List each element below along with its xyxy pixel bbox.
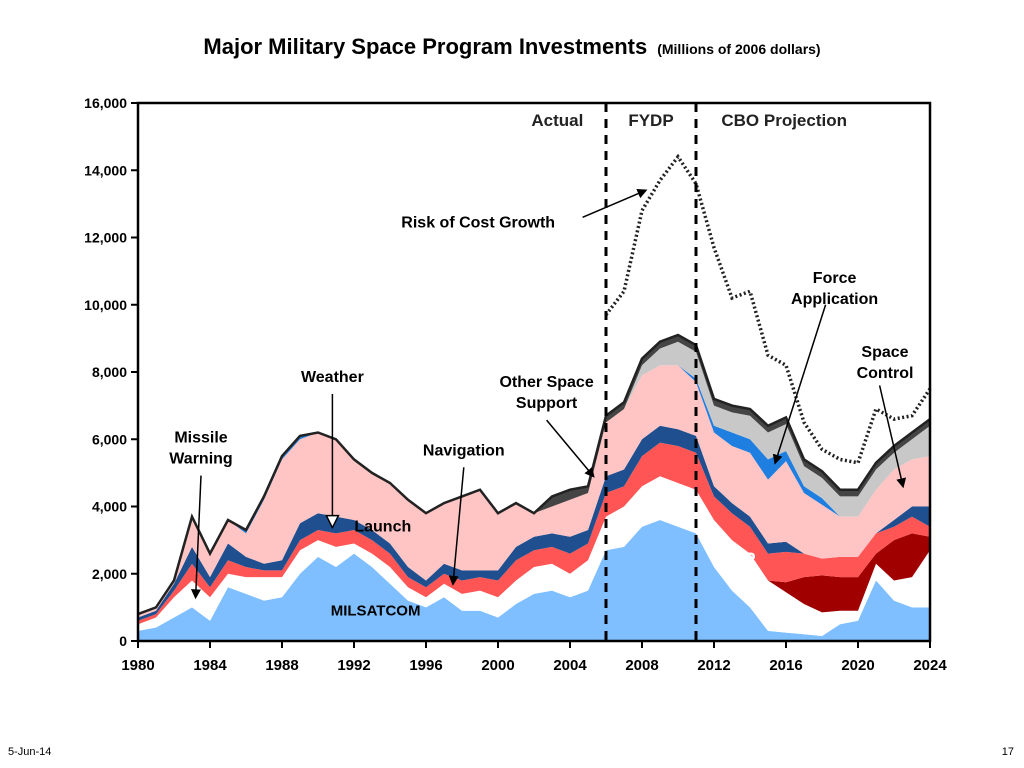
x-tick-label: 1980 bbox=[121, 657, 154, 674]
annotation-force-application: Force Application bbox=[772, 270, 878, 465]
annotation-weather: Weather bbox=[301, 369, 364, 527]
x-tick-label: 2000 bbox=[481, 657, 514, 674]
annotation-missile-warning: Missile Warning bbox=[169, 430, 233, 600]
annotation-label: Warning bbox=[169, 451, 232, 468]
annotation-arrow bbox=[582, 188, 648, 219]
annotation-label: Control bbox=[857, 365, 914, 382]
y-tick-label: 10,000 bbox=[84, 297, 127, 313]
overlay-layer: Actual FYDP CBO Projection bbox=[531, 103, 932, 641]
y-tick-label: 16,000 bbox=[84, 95, 127, 111]
annotations: MissileWarningWeatherLaunchNavigationOth… bbox=[169, 188, 914, 620]
annotation-navigation: Navigation bbox=[423, 442, 505, 586]
annotation-risk-of-cost-growth: Risk of Cost Growth bbox=[401, 188, 648, 231]
annotation-launch: Launch bbox=[354, 519, 411, 536]
annotation-arrow bbox=[448, 467, 465, 586]
x-tick-label: 1988 bbox=[265, 657, 298, 674]
annotation-label: Missile bbox=[174, 430, 227, 447]
area-missile-warning bbox=[138, 476, 930, 636]
risk-of-cost-growth-line bbox=[604, 153, 932, 465]
annotation-label: ISR bbox=[726, 549, 756, 569]
annotation-label: Space bbox=[861, 344, 908, 361]
area-milsatcom bbox=[138, 520, 930, 641]
y-tick-label: 4,000 bbox=[92, 499, 127, 515]
x-tick-label: 2004 bbox=[553, 657, 587, 674]
annotation-label: Navigation bbox=[423, 442, 505, 459]
x-tick-label: 2008 bbox=[625, 657, 658, 674]
stacked-areas bbox=[137, 103, 931, 641]
annotation-label: Launch bbox=[354, 519, 411, 536]
y-tick-label: 8,000 bbox=[92, 364, 127, 380]
period-label-cbo-projection: CBO Projection bbox=[721, 111, 847, 130]
axes: 0 2,000 4,000 6,000 8,000 10,000 12,000 14,000 1… bbox=[84, 95, 947, 674]
slide-title: Major Military Space Program Investments bbox=[203, 34, 648, 59]
annotation-space-control: Space Control bbox=[857, 344, 914, 489]
period-label-fydp: FYDP bbox=[628, 111, 673, 130]
x-tick-label: 2016 bbox=[769, 657, 802, 674]
annotation-label: Application bbox=[791, 291, 878, 308]
annotation-label: Weather bbox=[301, 369, 364, 386]
y-tick-label: 6,000 bbox=[92, 431, 127, 447]
annotation-arrow bbox=[772, 304, 827, 465]
x-tick-label: 2012 bbox=[697, 657, 730, 674]
y-tick-label: 2,000 bbox=[92, 566, 127, 582]
annotation-milsatcom: MILSATCOM bbox=[331, 603, 421, 620]
y-tick-label: 12,000 bbox=[84, 230, 127, 246]
period-label-actual: Actual bbox=[531, 111, 583, 130]
slide-page-number: 17 bbox=[1001, 746, 1014, 758]
annotation-arrow bbox=[878, 385, 907, 489]
x-tick-label: 2024 bbox=[913, 657, 947, 674]
x-tick-label: 1992 bbox=[337, 657, 370, 674]
total-outline bbox=[137, 333, 931, 616]
annotation-label: Force bbox=[813, 270, 857, 287]
area-other-space-support bbox=[138, 365, 930, 618]
annotation-label: Other Space bbox=[499, 374, 593, 391]
annotation-arrow bbox=[546, 419, 595, 478]
annotation-label: MILSATCOM bbox=[331, 603, 421, 620]
annotation-arrow bbox=[190, 475, 202, 600]
annotation-other-space-support: Other Space Support bbox=[499, 374, 595, 478]
slide-subtitle: (Millions of 2006 dollars) bbox=[657, 41, 821, 57]
area-isr bbox=[138, 476, 930, 625]
y-tick-label: 0 bbox=[119, 633, 127, 649]
annotation-label: Risk of Cost Growth bbox=[401, 214, 555, 231]
annotation-label: Support bbox=[516, 395, 578, 412]
slide-date: 5-Jun-14 bbox=[8, 746, 52, 758]
title-block: Major Military Space Program Investments… bbox=[0, 34, 1024, 60]
x-tick-label: 2020 bbox=[841, 657, 874, 674]
y-tick-label: 14,000 bbox=[84, 162, 127, 178]
x-tick-label: 1984 bbox=[193, 657, 227, 674]
x-tick-label: 1996 bbox=[409, 657, 442, 674]
annotation-isr: ISR bbox=[726, 549, 756, 569]
